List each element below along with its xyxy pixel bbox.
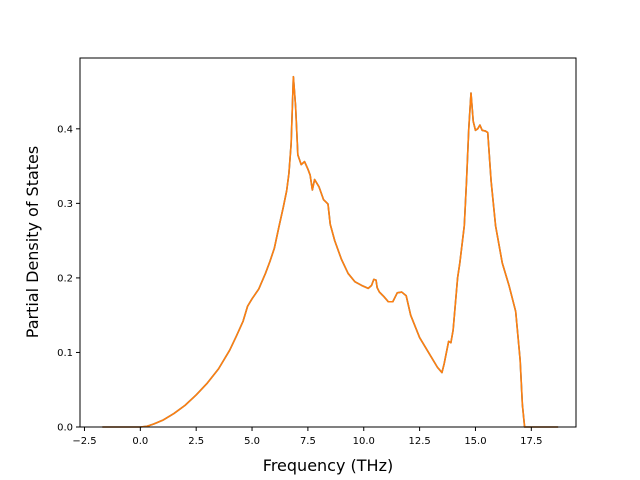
plot-area <box>102 75 559 428</box>
x-tick-label: 15.0 <box>464 436 486 447</box>
x-axis-label: Frequency (THz) <box>263 456 393 475</box>
x-tick-label: 0.0 <box>132 436 148 447</box>
y-tick-label: 0.1 <box>57 348 73 359</box>
x-axis: −2.5 0.0 2.5 5.0 7.5 10.0 12.5 15.0 17.5 <box>72 427 542 447</box>
x-tick-label: 10.0 <box>353 436 375 447</box>
x-tick-label: −2.5 <box>72 436 96 447</box>
y-axis: 0.0 0.1 0.2 0.3 0.4 <box>57 124 80 434</box>
series-line-2 <box>102 75 559 428</box>
x-tick-label: 12.5 <box>408 436 430 447</box>
x-tick-label: 17.5 <box>520 436 542 447</box>
y-tick-label: 0.3 <box>57 199 73 210</box>
x-tick-label: 2.5 <box>188 436 204 447</box>
axes-frame <box>79 57 577 428</box>
series-line-1 <box>102 75 559 428</box>
x-tick-label: 5.0 <box>244 436 260 447</box>
y-axis-label: Partial Density of States <box>23 146 42 338</box>
y-tick-label: 0.0 <box>57 423 73 434</box>
x-tick-label: 7.5 <box>300 436 316 447</box>
y-tick-label: 0.2 <box>57 273 73 284</box>
y-tick-label: 0.4 <box>57 124 73 135</box>
